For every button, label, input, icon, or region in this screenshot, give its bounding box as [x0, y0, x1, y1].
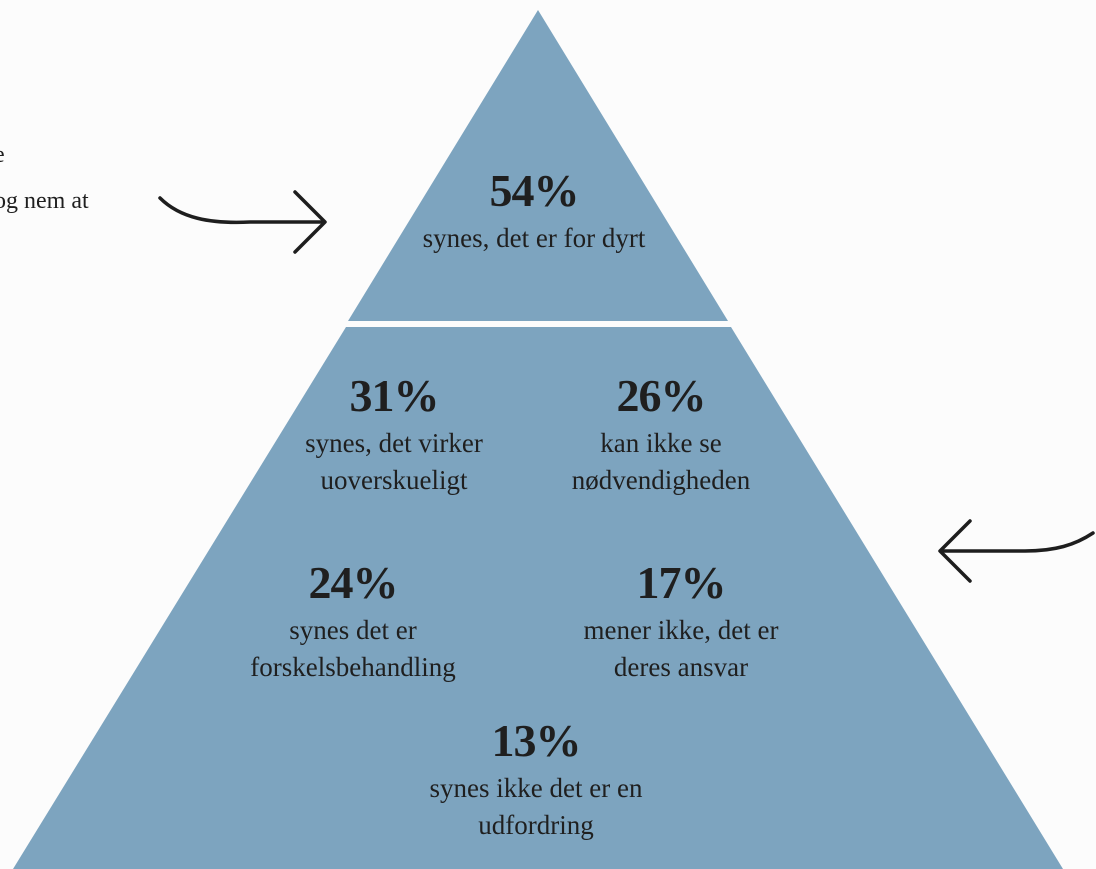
stat-2: 26% kan ikke se nødvendigheden — [572, 371, 750, 499]
side-text-fragment: og nem at — [0, 186, 89, 216]
stat-label: synes ikke det er en udfordring — [430, 770, 643, 844]
side-text-fragment-top: e — [0, 140, 5, 170]
stat-label: mener ikke, det er deres ansvar — [584, 612, 779, 686]
stat-5: 13% synes ikke det er en udfordring — [430, 716, 643, 844]
arrow-right-icon — [150, 180, 340, 260]
stat-1: 31% synes, det virker uoverskueligt — [305, 371, 483, 499]
stat-4: 17% mener ikke, det er deres ansvar — [584, 558, 779, 686]
stat-percent: 17% — [584, 558, 779, 608]
stat-label: synes det er forskelsbehandling — [250, 612, 455, 686]
stat-percent: 13% — [430, 716, 643, 766]
stat-percent: 24% — [250, 558, 455, 608]
stat-label: synes, det virker uoverskueligt — [305, 425, 483, 499]
stat-label: kan ikke se nødvendigheden — [572, 425, 750, 499]
stat-3: 24% synes det er forskelsbehandling — [250, 558, 455, 686]
arrow-left-icon — [925, 515, 1096, 595]
stat-percent: 54% — [423, 166, 646, 216]
stat-label: synes, det er for dyrt — [423, 220, 646, 257]
stat-top: 54% synes, det er for dyrt — [423, 166, 646, 257]
stat-percent: 31% — [305, 371, 483, 421]
stat-percent: 26% — [572, 371, 750, 421]
